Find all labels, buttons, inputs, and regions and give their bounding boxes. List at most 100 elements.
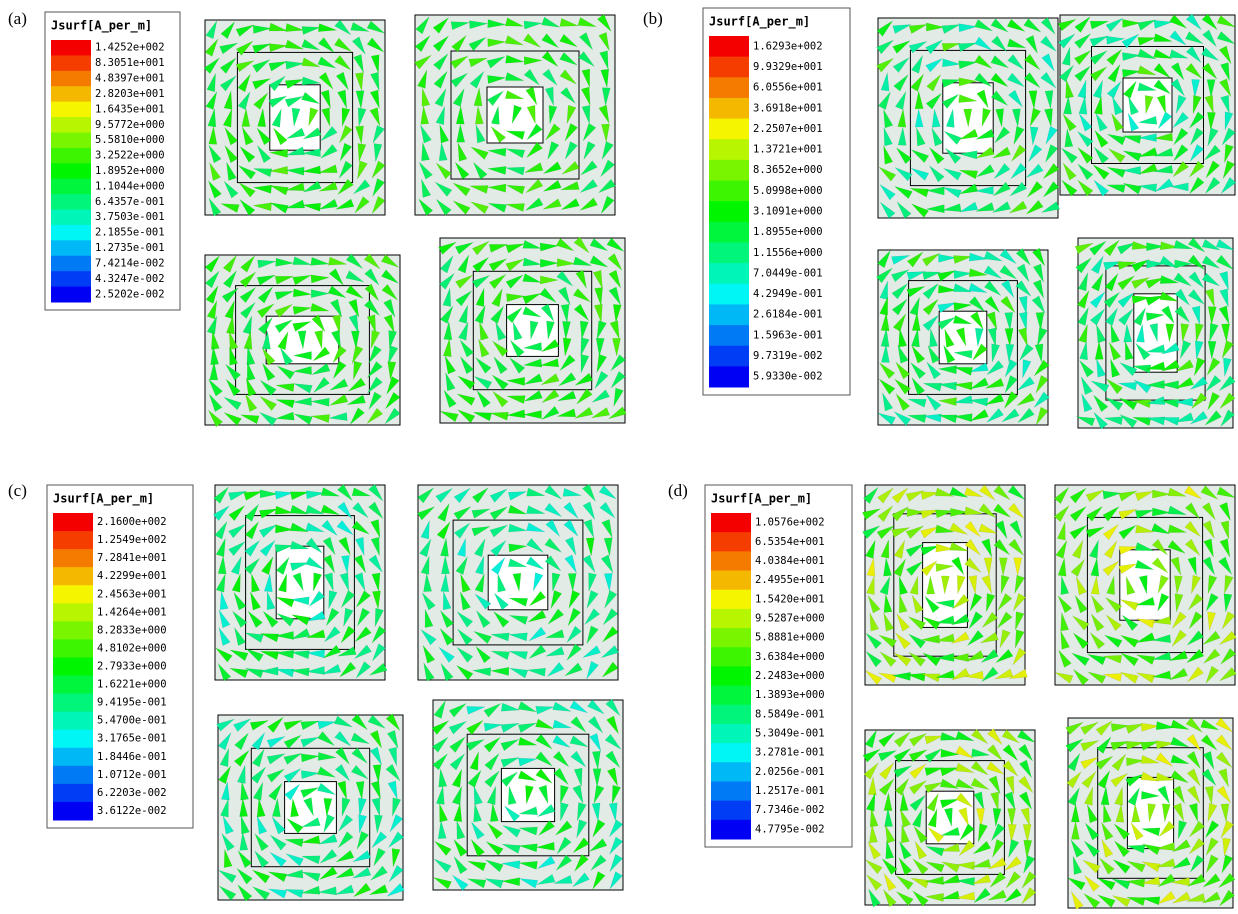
color-band: [53, 694, 93, 713]
unit-cell: [432, 699, 624, 892]
color-band: [51, 179, 91, 195]
unit-cell: [1075, 237, 1236, 429]
legend-value: 5.5810e+000: [95, 134, 165, 146]
legend-value: 6.5354e+001: [755, 536, 825, 548]
panel-label: (a): [8, 9, 27, 28]
color-band: [51, 210, 91, 226]
color-band: [53, 639, 93, 658]
color-band: [711, 571, 751, 591]
legend-value: 2.1600e+002: [97, 516, 167, 528]
legend-value: 8.5849e-001: [755, 708, 825, 720]
legend-value: 8.3652e+000: [753, 164, 823, 176]
color-band: [711, 724, 751, 744]
color-band: [711, 705, 751, 725]
color-band: [51, 225, 91, 241]
legend-value: 1.5963e-001: [753, 329, 823, 341]
legend-value: 3.7503e-001: [95, 211, 165, 223]
color-band: [51, 271, 91, 287]
color-band: [711, 532, 751, 552]
unit-cell: [213, 484, 387, 681]
color-band: [51, 240, 91, 256]
legend-value: 1.6435e+001: [95, 103, 165, 115]
legend-value: 4.8102e+000: [97, 642, 167, 654]
color-band: [53, 621, 93, 640]
legend-value: 1.3893e+000: [755, 689, 825, 701]
unit-cell: [205, 253, 401, 427]
legend-value: 5.9330e-002: [753, 371, 823, 383]
color-band: [709, 77, 749, 98]
legend-value: 3.6122e-002: [97, 805, 167, 817]
color-band: [711, 820, 751, 840]
unit-cell: [863, 728, 1037, 907]
legend-value: 3.6918e+001: [753, 102, 823, 114]
legend-value: 2.8203e+001: [95, 88, 165, 100]
color-band: [53, 513, 93, 532]
color-band: [709, 366, 749, 387]
legend-value: 3.2781e-001: [755, 747, 825, 759]
color-band: [711, 781, 751, 801]
color-band: [53, 531, 93, 550]
legend-value: 7.0449e-001: [753, 267, 823, 279]
color-band: [53, 603, 93, 622]
color-band: [51, 132, 91, 148]
color-band: [709, 36, 749, 57]
unit-cell: [1066, 718, 1235, 910]
panel-label: (d): [668, 481, 688, 500]
unit-cell: [1053, 485, 1236, 686]
color-band: [51, 117, 91, 133]
color-band: [711, 513, 751, 533]
color-band: [53, 657, 93, 676]
legend-value: 5.3049e-001: [755, 728, 825, 740]
legend-value: 7.4214e-002: [95, 257, 165, 269]
color-band: [709, 160, 749, 181]
legend-value: 4.0384e+001: [755, 555, 825, 567]
color-band: [709, 242, 749, 263]
legend-value: 9.5287e+000: [755, 612, 825, 624]
unit-cell: [414, 14, 615, 215]
unit-cell: [217, 714, 405, 901]
color-band: [709, 222, 749, 243]
panel-label: (c): [8, 481, 27, 500]
legend-value: 1.2517e-001: [755, 785, 825, 797]
legend-value: 3.1765e-001: [97, 733, 167, 745]
legend-value: 9.4195e-001: [97, 697, 167, 709]
legend-value: 7.7346e-002: [755, 804, 825, 816]
legend-value: 1.1556e+000: [753, 247, 823, 259]
legend-value: 1.2549e+002: [97, 534, 167, 546]
color-band: [711, 647, 751, 667]
legend-value: 2.6184e-001: [753, 309, 823, 321]
legend-value: 7.2841e+001: [97, 552, 167, 564]
color-band: [53, 730, 93, 749]
legend-value: 4.2949e-001: [753, 288, 823, 300]
color-band: [709, 304, 749, 325]
legend-value: 1.8952e+000: [95, 165, 165, 177]
color-band: [711, 609, 751, 629]
legend-value: 2.5202e-002: [95, 288, 165, 300]
legend-title: Jsurf[A_per_m]: [709, 15, 810, 30]
legend-value: 1.5420e+001: [755, 593, 825, 605]
color-band: [51, 71, 91, 87]
color-band: [51, 86, 91, 102]
legend-value: 5.8881e+000: [755, 632, 825, 644]
color-band: [711, 686, 751, 706]
legend-value: 1.6293e+002: [753, 40, 823, 52]
unit-cell: [204, 19, 387, 216]
color-band: [53, 802, 93, 821]
color-band: [53, 784, 93, 803]
color-band: [53, 549, 93, 568]
color-band: [53, 712, 93, 731]
legend-value: 3.2522e+000: [95, 150, 165, 162]
legend-value: 5.4700e-001: [97, 715, 167, 727]
color-band: [711, 590, 751, 610]
legend-title: Jsurf[A_per_m]: [51, 19, 152, 34]
legend-value: 2.1855e-001: [95, 227, 165, 239]
color-band: [51, 256, 91, 272]
legend-value: 2.4955e+001: [755, 574, 825, 586]
legend-value: 1.8955e+000: [753, 226, 823, 238]
legend-value: 1.2735e-001: [95, 242, 165, 254]
color-band: [709, 119, 749, 140]
legend-value: 2.2483e+000: [755, 670, 825, 682]
legend-title: Jsurf[A_per_m]: [711, 492, 812, 507]
legend-value: 4.8397e+001: [95, 73, 165, 85]
color-band: [53, 766, 93, 785]
